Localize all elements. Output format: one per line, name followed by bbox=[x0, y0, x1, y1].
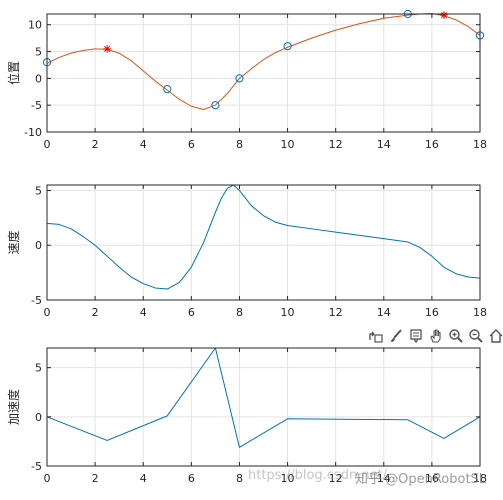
chart0-series-1-point-3 bbox=[235, 74, 244, 83]
chart2-xtick-label-1: 2 bbox=[92, 472, 99, 485]
chart0-ylabel: 位置 bbox=[6, 61, 21, 85]
chart2-ytick-label-2: 5 bbox=[35, 362, 42, 375]
chart0-series-1-point-1 bbox=[163, 84, 172, 94]
axes-position: 0 2 4 6 8 10 12 14 16 18 -10 -5 0 5 10 位置 bbox=[6, 9, 487, 151]
brush-icon[interactable] bbox=[387, 327, 405, 345]
chart1-ytick-label-0: -5 bbox=[31, 294, 42, 307]
chart0-series-1-point-4 bbox=[283, 42, 292, 51]
chart0-xtick-label-6: 12 bbox=[329, 138, 343, 151]
chart2-ytick-label-0: -5 bbox=[31, 460, 42, 473]
chart1-xtick-label-0: 0 bbox=[44, 306, 51, 319]
chart2-xtick-label-5: 10 bbox=[281, 472, 295, 485]
export-icon[interactable] bbox=[367, 327, 385, 345]
chart0-series-2-point-1 bbox=[440, 11, 448, 19]
chart2-xtick-label-0: 0 bbox=[44, 472, 51, 485]
chart1-xtick-label-6: 12 bbox=[329, 306, 343, 319]
zoom-in-icon[interactable] bbox=[447, 327, 465, 345]
watermark-blog-url: https://blog.csdn.net/... bbox=[248, 468, 400, 483]
chart1-ytick-label-2: 5 bbox=[35, 184, 42, 197]
chart1-xtick-label-8: 16 bbox=[425, 306, 439, 319]
chart2-xtick-label-2: 4 bbox=[140, 472, 147, 485]
chart0-xtick-label-1: 2 bbox=[92, 138, 99, 151]
chart0-axes-frame bbox=[46, 13, 481, 133]
data-tips-icon[interactable] bbox=[407, 327, 425, 345]
chart1-xtick-label-1: 2 bbox=[92, 306, 99, 319]
chart1-ytick-label-1: 0 bbox=[35, 239, 42, 252]
chart2-xtick-label-6: 12 bbox=[329, 472, 343, 485]
watermark-brand: 知乎 @OpenRobotSL bbox=[355, 472, 487, 487]
axes-toolbar bbox=[367, 326, 503, 346]
pan-hand-icon[interactable] bbox=[427, 327, 445, 345]
chart2-xtick-label-9: 18 bbox=[473, 472, 487, 485]
chart0-xtick-label-3: 6 bbox=[188, 138, 195, 151]
chart1-xtick-label-3: 6 bbox=[188, 306, 195, 319]
chart0-series-1-point-2 bbox=[211, 101, 220, 110]
chart1-xtick-label-9: 18 bbox=[473, 306, 487, 319]
home-icon[interactable] bbox=[487, 327, 503, 345]
chart1-xtick-label-7: 14 bbox=[377, 306, 391, 319]
chart1-axes-frame bbox=[46, 184, 481, 301]
chart0-xtick-label-4: 8 bbox=[236, 138, 243, 151]
chart0-xtick-label-0: 0 bbox=[44, 138, 51, 151]
chart0-ytick-label-1: -5 bbox=[31, 99, 42, 112]
chart0-xtick-label-8: 16 bbox=[425, 138, 439, 151]
chart1-xtick-label-5: 10 bbox=[281, 306, 295, 319]
chart2-ytick-label-1: 0 bbox=[35, 411, 42, 424]
chart0-ytick-label-0: -10 bbox=[24, 126, 42, 139]
chart2-plot-area bbox=[47, 348, 480, 466]
zoom-out-icon[interactable] bbox=[467, 327, 485, 345]
chart2-xtick-label-4: 8 bbox=[236, 472, 243, 485]
chart2-axes-frame bbox=[46, 347, 481, 467]
chart2-series-0-line bbox=[46, 347, 481, 448]
chart2-xtick-label-8: 16 bbox=[425, 472, 439, 485]
chart2-xtick-label-3: 6 bbox=[188, 472, 195, 485]
chart1-series-0-line bbox=[46, 184, 481, 290]
chart0-plot-area bbox=[47, 14, 480, 132]
chart2-xtick-label-7: 14 bbox=[377, 472, 391, 485]
chart0-xtick-label-2: 4 bbox=[140, 138, 147, 151]
chart0-ytick-label-4: 10 bbox=[28, 19, 42, 32]
chart1-ylabel: 速度 bbox=[6, 230, 21, 254]
chart0-ytick-label-2: 0 bbox=[35, 72, 42, 85]
chart1-xtick-label-2: 4 bbox=[140, 306, 147, 319]
chart2-ylabel: 加速度 bbox=[6, 389, 21, 425]
chart1-plot-area bbox=[47, 185, 480, 300]
chart0-ytick-label-3: 5 bbox=[35, 46, 42, 59]
chart0-series-2-point-0 bbox=[103, 45, 111, 53]
chart0-xtick-label-9: 18 bbox=[473, 138, 487, 151]
chart0-xtick-label-7: 14 bbox=[377, 138, 391, 151]
chart1-xtick-label-4: 8 bbox=[236, 306, 243, 319]
chart0-xtick-label-5: 10 bbox=[281, 138, 295, 151]
